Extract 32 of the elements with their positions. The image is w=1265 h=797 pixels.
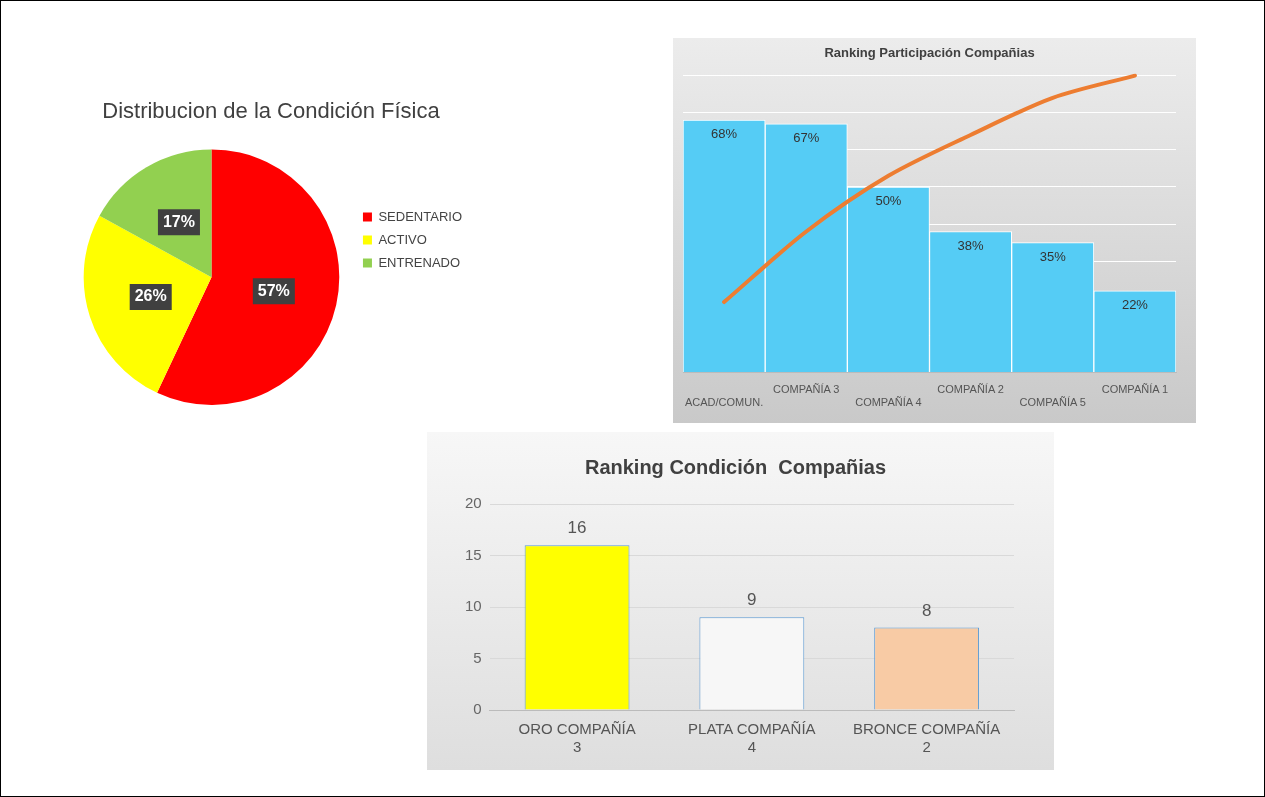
data-label: 57% [257,281,290,299]
y-tick-label: 15 [465,545,482,563]
y-tick-label: 0 [473,700,482,718]
y-tick-label: 5 [473,648,482,666]
data-label: 26% [134,287,167,305]
chart-title: Distribucion de la Condición Física [102,98,441,124]
y-tick-label: 10 [465,597,482,615]
data-label: 16 [567,518,587,538]
data-label: 67% [793,129,820,145]
x-tick-label: PLATA COMPAÑÍA 4 [688,720,816,756]
data-label: 68% [711,126,738,142]
data-label: 38% [957,237,985,253]
chart-title: Ranking Participación Compañias [824,45,1035,61]
x-tick-label: ORO COMPAÑÍA 3 [518,720,636,756]
x-tick-label: COMPAÑÍA 4 [855,396,922,409]
legend-label: ACTIVO [378,231,427,247]
data-label: 22% [1121,297,1149,312]
data-label: 35% [1039,248,1067,264]
data-label: 17% [162,212,195,230]
x-tick-label: ACAD/COMUN. [684,396,764,409]
x-tick-label: COMPAÑÍA 3 [773,383,840,396]
chart-title: Ranking Condición Compañias [584,455,887,478]
data-label: 9 [747,590,757,610]
y-tick-label: 20 [465,494,482,512]
legend-label: ENTRENADO [378,254,461,270]
data-label: 50% [875,193,902,209]
x-tick-label: BRONCE COMPAÑÍA 2 [852,720,1001,756]
x-tick-label: COMPAÑÍA 5 [1019,396,1086,409]
x-tick-label: COMPAÑÍA 1 [1101,383,1169,396]
data-label: 8 [921,600,932,620]
x-tick-label: COMPAÑÍA 2 [937,383,1004,396]
legend-label: SEDENTARIO [378,208,463,224]
